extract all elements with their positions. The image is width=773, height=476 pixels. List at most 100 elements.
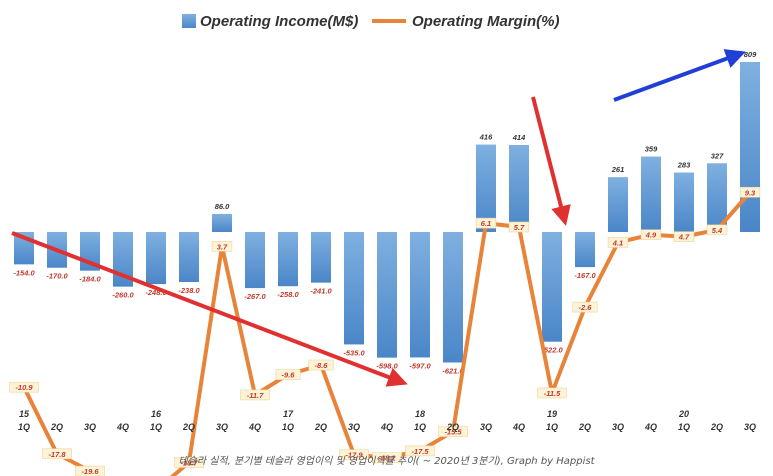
trend-arrows	[11, 49, 746, 387]
margin-label: 9.3	[745, 188, 756, 197]
margin-label-box	[438, 426, 468, 437]
income-bar-label: -184.0	[79, 275, 101, 284]
income-bar-label: 261	[611, 165, 625, 174]
margin-label: 4.9	[645, 231, 657, 240]
margin-label: -17.9	[345, 451, 363, 460]
x-tick-quarter: 4Q	[380, 422, 393, 432]
margin-label: -18.2	[378, 454, 396, 463]
income-bar	[179, 232, 199, 283]
income-bar-label: -621.0	[442, 366, 464, 375]
margin-label-box	[240, 389, 270, 401]
x-tick-quarter: 3Q	[612, 422, 624, 432]
drop-arrow	[531, 96, 571, 226]
margin-label: 6.1	[481, 219, 491, 228]
income-bar-label: -260.0	[112, 291, 134, 300]
legend-swatch-income	[182, 14, 196, 28]
margin-label: -10.9	[15, 383, 33, 392]
x-tick-year: 19	[547, 409, 557, 419]
x-tick-quarter: 2Q	[182, 422, 195, 432]
income-bar-label: -167.0	[574, 271, 596, 280]
x-tick-quarter: 1Q	[282, 422, 294, 432]
x-tick-quarter: 1Q	[546, 422, 558, 432]
margin-label-box	[42, 448, 72, 460]
x-tick-quarter: 1Q	[18, 422, 30, 432]
income-bar	[146, 232, 166, 285]
x-tick-quarter: 2Q	[446, 422, 459, 432]
margin-label-box	[475, 217, 497, 229]
x-tick-year: 17	[283, 409, 294, 419]
income-bar-label: -522.0	[541, 346, 563, 355]
income-bar	[476, 144, 496, 232]
x-tick-quarter: 4Q	[116, 422, 129, 432]
income-bar-label: 359	[645, 145, 658, 154]
x-tick-quarter: 4Q	[644, 422, 657, 432]
x-tick-quarter: 2Q	[314, 422, 327, 432]
margin-label-box	[673, 231, 695, 242]
income-bar	[674, 172, 694, 232]
x-tick-quarter: 2Q	[578, 422, 591, 432]
legend: Operating Income(M$) Operating Margin(%)	[182, 13, 560, 30]
margin-label-box	[405, 445, 435, 457]
income-bar-label: 86.0	[215, 202, 230, 211]
income-bar-label: -267.0	[244, 292, 266, 301]
income-bar-label: -241.0	[310, 287, 332, 296]
x-tick-quarter: 1Q	[414, 422, 426, 432]
legend-label-income: Operating Income(M$)	[200, 13, 358, 30]
margin-label-box	[572, 301, 598, 313]
margin-label: 5.4	[712, 226, 723, 235]
x-tick-quarter: 1Q	[150, 422, 162, 432]
income-bar-label: -597.0	[409, 361, 431, 370]
x-tick-quarter: 4Q	[248, 422, 261, 432]
income-bar	[443, 232, 463, 363]
downtrend-arrow	[11, 231, 408, 387]
x-tick-quarter: 3Q	[348, 422, 360, 432]
income-bar	[311, 232, 331, 283]
margin-label-box	[9, 381, 39, 393]
x-axis-ticks: 15 1Q 2Q 3Q 4Q 16 1Q 2Q 3Q 4Q 17 1Q 2Q 3Q 4Q 18 1Q 2Q 3Q 4Q…	[18, 409, 756, 432]
margin-label: -19.6	[81, 467, 99, 476]
income-bar-label: -248.0	[145, 288, 167, 297]
margin-label: -15.5	[444, 428, 462, 437]
income-bar	[509, 145, 529, 232]
income-bar-labels: -154.0 -170.0 -184.0 -260.0 -248.0 -238.0 86.0…	[13, 50, 757, 375]
margin-label-box	[739, 186, 761, 198]
margin-label: -8.6	[315, 361, 329, 370]
margin-label-box	[75, 465, 105, 476]
margin-labels: -10.9-17.8-19.6-21.4-21.6-18.73.7-11.7-9…	[9, 186, 761, 476]
margin-label: -11.5	[544, 389, 561, 398]
income-bar	[410, 232, 430, 358]
income-bar-label: -258.0	[277, 290, 299, 299]
x-tick-quarter: 2Q	[50, 422, 63, 432]
x-tick-year: 15	[19, 409, 30, 419]
income-bar	[377, 232, 397, 358]
legend-label-margin: Operating Margin(%)	[412, 13, 560, 30]
income-bar-label: 809	[744, 50, 757, 59]
income-bar	[542, 232, 562, 342]
margin-label: 3.7	[217, 242, 228, 251]
income-bar-label: 414	[512, 133, 526, 142]
x-tick-year: 20	[678, 409, 689, 419]
income-bar-label: -170.0	[46, 272, 68, 281]
margin-label-box	[372, 452, 402, 463]
income-bar-label: -535.0	[343, 348, 365, 357]
margin-label: -18.7	[180, 458, 198, 467]
income-bar	[575, 232, 595, 268]
x-tick-year: 16	[151, 409, 162, 419]
x-tick-quarter: 3Q	[84, 422, 96, 432]
income-bar	[245, 232, 265, 289]
income-bar	[707, 163, 727, 232]
margin-label-box	[339, 449, 369, 461]
income-bar-label: -238.0	[178, 286, 200, 295]
margin-label: 5.7	[514, 223, 525, 232]
income-bar	[608, 177, 628, 232]
x-tick-quarter: 2Q	[710, 422, 723, 432]
margin-label-box	[537, 387, 567, 399]
margin-label: -2.6	[579, 303, 593, 312]
margin-label: 4.1	[612, 238, 623, 247]
income-bar	[344, 232, 364, 345]
margin-label-box	[508, 221, 530, 233]
income-bar	[212, 213, 232, 232]
margin-label-box	[706, 224, 728, 236]
x-tick-quarter: 3Q	[216, 422, 228, 432]
